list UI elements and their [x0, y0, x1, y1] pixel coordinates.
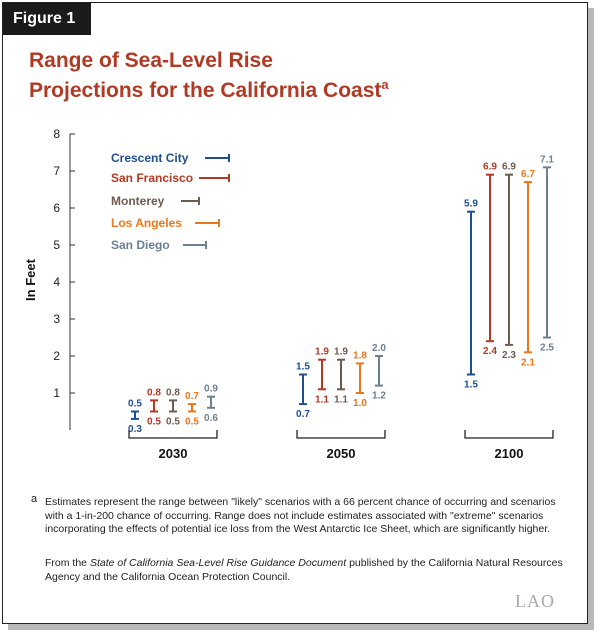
data-label-low: 0.5: [147, 417, 161, 428]
data-label-low: 2.5: [540, 343, 554, 354]
chart-title: Range of Sea-Level Rise Projections for …: [29, 49, 549, 103]
data-label-high: 1.5: [296, 362, 310, 373]
legend-label: Monterey: [111, 194, 165, 208]
data-label-low: 0.3: [128, 424, 142, 435]
data-label-low: 1.1: [315, 394, 329, 405]
data-label-low: 1.1: [334, 394, 348, 405]
legend-label: Los Angeles: [111, 216, 182, 230]
lao-logo: LAO: [515, 591, 555, 611]
x-category-label: 2030: [159, 446, 188, 461]
y-tick-label: 4: [53, 275, 60, 289]
data-label-high: 0.7: [185, 391, 199, 402]
title-footnote-mark: a: [381, 77, 389, 92]
data-label-low: 2.4: [483, 346, 497, 357]
data-label-high: 6.9: [483, 162, 497, 173]
chart-title-line1: Range of Sea-Level Rise: [29, 49, 273, 72]
chart-title-line2: Projections for the California Coast: [29, 79, 382, 102]
data-label-low: 0.5: [166, 417, 180, 428]
data-label-low: 0.6: [204, 413, 218, 424]
data-label-high: 6.7: [521, 169, 535, 180]
data-label-low: 2.1: [521, 357, 535, 368]
footnote-mark: a: [31, 493, 38, 505]
sea-level-chart: 1 2 3 4 5 6 7 8 In Feet 2030 0.5 0.3 0.8 0.5 0.8 0.5 0.7…: [23, 127, 554, 461]
data-label-low: 2.3: [502, 350, 516, 361]
data-label-high: 5.9: [464, 199, 478, 210]
source-note: From the State of California Sea-Level R…: [45, 557, 565, 584]
legend-label: Crescent City: [111, 151, 189, 165]
x-category-label: 2050: [327, 446, 356, 461]
data-label-low: 0.5: [185, 417, 199, 428]
data-label-high: 0.8: [166, 387, 180, 398]
legend-label: San Diego: [111, 238, 170, 252]
figure-label: Figure 1: [3, 3, 91, 35]
x-category-label: 2100: [495, 446, 524, 461]
category-bracket: [128, 430, 218, 439]
y-tick-label: 5: [53, 238, 60, 252]
data-label-high: 6.9: [502, 162, 516, 173]
y-tick-label: 1: [53, 386, 60, 400]
data-label-low: 1.2: [372, 391, 386, 402]
y-tick-label: 3: [53, 312, 60, 326]
y-tick-label: 7: [53, 164, 60, 178]
figure-frame: Figure 1 Range of Sea-Level Rise Project…: [2, 2, 588, 624]
category-bracket: [464, 430, 554, 439]
data-label-high: 0.5: [128, 399, 142, 410]
data-label-high: 1.8: [353, 350, 367, 361]
data-label-high: 0.9: [204, 384, 218, 395]
source-prefix: From the: [45, 557, 90, 569]
data-label-high: 1.9: [315, 347, 329, 358]
data-label-high: 1.9: [334, 347, 348, 358]
y-tick-label: 6: [53, 201, 60, 215]
data-label-high: 7.1: [540, 154, 554, 165]
y-axis-label: In Feet: [23, 258, 38, 301]
data-label-low: 1.0: [353, 398, 367, 409]
data-label-high: 2.0: [372, 343, 386, 354]
y-tick-label: 2: [53, 349, 60, 363]
footnote-text: Estimates represent the range between "l…: [45, 496, 556, 535]
footnote: a Estimates represent the range between …: [31, 493, 565, 537]
source-document-title: State of California Sea-Level Rise Guida…: [89, 557, 347, 569]
y-tick-label: 8: [53, 127, 60, 141]
source-suffix: published by the California Natural Reso…: [45, 557, 563, 583]
legend-label: San Francisco: [111, 171, 193, 185]
data-label-low: 0.7: [296, 409, 310, 420]
data-label-low: 1.5: [464, 380, 478, 391]
data-label-high: 0.8: [147, 387, 161, 398]
category-bracket: [296, 430, 386, 439]
